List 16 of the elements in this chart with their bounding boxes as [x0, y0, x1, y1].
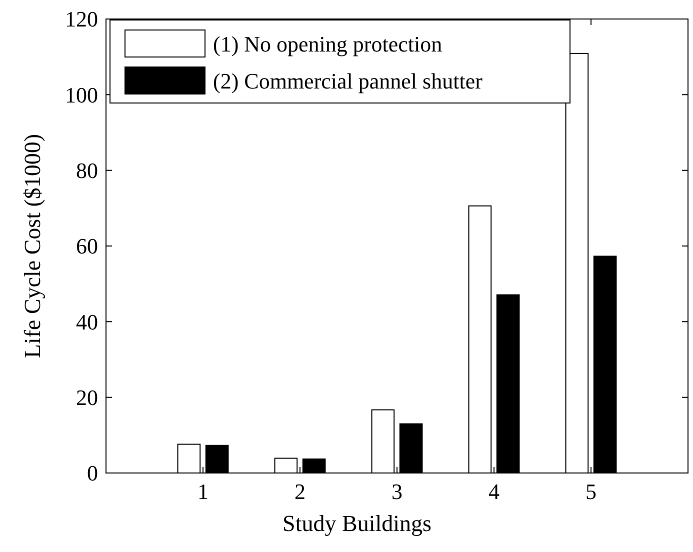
x-tick-label: 5 — [586, 479, 596, 504]
legend-label: (2) Commercial pannel shutter — [213, 68, 484, 94]
y-tick-label: 100 — [65, 82, 98, 108]
x-axis-title: Study Buildings — [282, 511, 432, 536]
y-tick-label: 40 — [76, 309, 98, 334]
y-tick-label: 60 — [76, 234, 98, 259]
x-tick-label: 4 — [488, 479, 500, 504]
y-axis-title: Life Cycle Cost ($1000) — [20, 134, 45, 358]
x-tick-label: 1 — [198, 479, 208, 504]
y-tick-label: 80 — [76, 158, 98, 184]
y-tick-label: 0 — [87, 460, 98, 486]
legend-label: (1) No opening protection — [213, 32, 442, 57]
x-tick-label: 2 — [294, 479, 306, 504]
y-tick-label: 120 — [65, 6, 98, 32]
y-tick-label: 20 — [76, 385, 98, 410]
x-tick-label: 3 — [392, 479, 402, 504]
